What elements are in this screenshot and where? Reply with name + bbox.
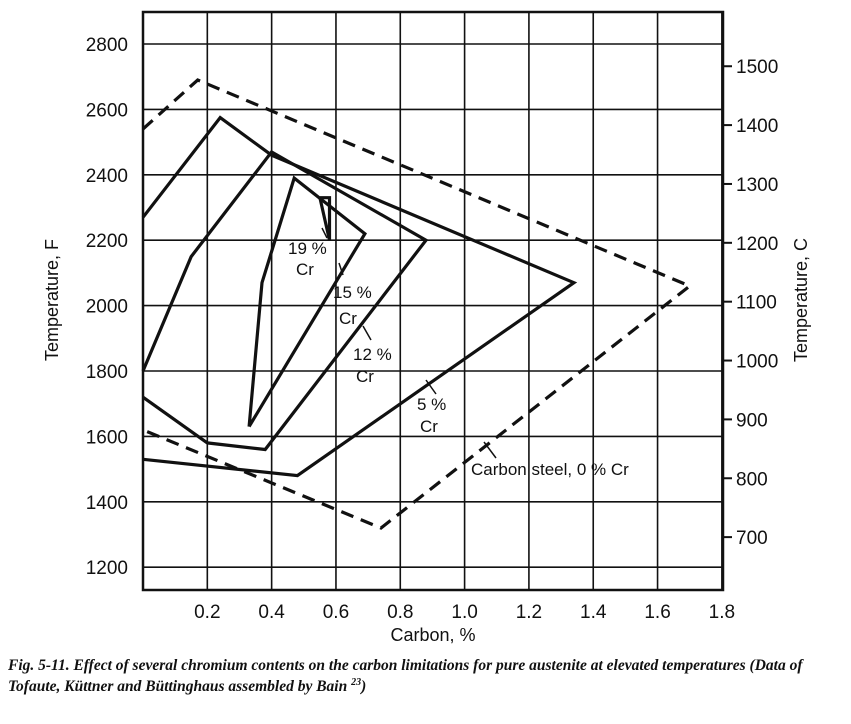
y-right-tick-label: 1100 [736, 293, 777, 314]
y-right-tick-label: 1200 [736, 234, 778, 255]
curve-12-cr [141, 149, 429, 452]
figure-caption: Fig. 5-11. Effect of several chromium co… [8, 657, 848, 695]
leader-5-cr [425, 379, 437, 395]
x-tick-label: 1.0 [451, 602, 477, 623]
x-tick-label: 0.2 [194, 602, 220, 623]
y-right-tick-labels: 700 800 900 1000 1100 1200 1300 1400 1500 [723, 57, 778, 549]
y-right-tick-label: 1300 [736, 175, 778, 196]
label-19-cr-line1: 19 % [288, 239, 327, 258]
y-left-tick-label: 2400 [86, 166, 128, 187]
leader-carbon-steel [483, 441, 497, 459]
y-left-tick-label: 1400 [86, 493, 128, 514]
curve-5-cr [141, 115, 578, 478]
leader-19-cr [321, 227, 328, 239]
y-right-tick-label: 1500 [736, 57, 778, 78]
caption-fig-label: Fig. 5-11. [8, 657, 70, 674]
x-tick-label: 0.4 [258, 602, 285, 623]
y-right-tick-label: 900 [736, 410, 768, 431]
label-12-cr-line1: 12 % [353, 345, 392, 364]
y-axis-left-label: Temperature, F [42, 239, 62, 361]
leader-15-cr [338, 262, 344, 276]
curve-15-cr [247, 175, 367, 428]
x-tick-label: 1.8 [709, 602, 735, 623]
caption-text: Effect of several chromium contents on t… [8, 657, 803, 696]
y-left-tick-labels: 1200 1400 1600 1800 2000 2200 2400 2600 2800 [86, 35, 128, 579]
y-right-tick-label: 1000 [736, 352, 778, 373]
label-15-cr-line1: 15 % [333, 283, 372, 302]
y-left-tick-label: 2800 [86, 35, 128, 56]
curve-carbon-steel-0-cr [141, 78, 693, 530]
grid-lines [143, 12, 723, 590]
caption-close: ) [361, 678, 367, 696]
x-axis-label: Carbon, % [390, 625, 475, 645]
x-tick-label: 1.2 [516, 602, 542, 623]
x-tick-label: 0.6 [323, 602, 349, 623]
plot-frame [141, 10, 725, 592]
label-carbon-steel: Carbon steel, 0 % Cr [471, 460, 629, 479]
y-left-tick-label: 2600 [86, 100, 128, 121]
label-12-cr-line2: Cr [356, 367, 374, 386]
y-axis-right-label: Temperature, C [791, 238, 811, 362]
chart-figure: 0.2 0.4 0.6 0.8 1.0 1.2 1.4 1.6 1.8 1200 1400 1600… [42, 10, 811, 645]
label-5-cr-line1: 5 % [417, 395, 446, 414]
series-curves [141, 78, 693, 530]
x-tick-labels: 0.2 0.4 0.6 0.8 1.0 1.2 1.4 1.6 1.8 [194, 602, 735, 623]
y-left-tick-label: 1200 [86, 558, 128, 579]
y-left-tick-label: 2200 [86, 231, 128, 252]
label-5-cr-line2: Cr [420, 417, 438, 436]
x-tick-label: 1.4 [580, 602, 607, 623]
y-right-tick-label: 1400 [736, 116, 778, 137]
caption-reference: 23 [351, 677, 362, 688]
label-15-cr-line2: Cr [339, 309, 357, 328]
label-19-cr-line2: Cr [296, 260, 314, 279]
y-right-tick-label: 700 [736, 528, 768, 549]
x-tick-label: 0.8 [387, 602, 413, 623]
leader-12-cr [362, 325, 372, 341]
curve-19-cr [318, 196, 332, 241]
y-left-tick-label: 2000 [86, 297, 128, 318]
y-left-tick-label: 1600 [86, 427, 128, 448]
y-right-tick-label: 800 [736, 469, 768, 490]
y-left-tick-label: 1800 [86, 362, 128, 383]
x-tick-label: 1.6 [644, 602, 670, 623]
